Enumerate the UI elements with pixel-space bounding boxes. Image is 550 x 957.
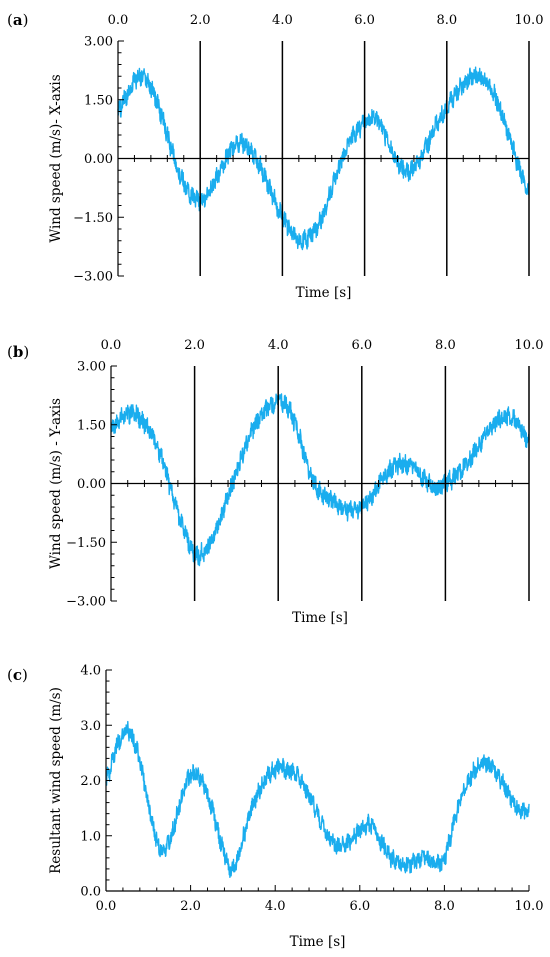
x-tick-label: 0.0 xyxy=(108,13,129,28)
y-tick-label: 4.0 xyxy=(80,664,101,679)
y-tick-label: −1.50 xyxy=(66,536,106,551)
x-tick-label: 4.0 xyxy=(272,13,293,28)
x-tick-label: 6.0 xyxy=(351,338,372,353)
panel-label: (b) xyxy=(7,343,29,361)
y-tick-label: 1.0 xyxy=(80,829,101,844)
x-tick-label: 4.0 xyxy=(268,338,289,353)
x-tick-label: 10.0 xyxy=(515,338,544,353)
y-tick-label: 1.50 xyxy=(77,418,106,433)
panel-label: (c) xyxy=(7,666,28,684)
panel-label: (a) xyxy=(7,11,28,29)
y-tick-label: 0.00 xyxy=(84,152,113,167)
y-tick-label: 0.0 xyxy=(80,885,101,900)
y-axis-title: Resultant wind speed (m/s) xyxy=(48,687,64,874)
x-axis-title: Time [s] xyxy=(296,285,352,301)
x-tick-label: 6.0 xyxy=(354,13,375,28)
y-axis-title: Wind speed (m/s) - Y-axis xyxy=(48,398,64,569)
x-tick-label: 0.0 xyxy=(96,899,117,914)
y-tick-label: 3.0 xyxy=(80,719,101,734)
y-axis-title: Wind speed (m/s)- X-axis xyxy=(48,74,64,242)
x-tick-label: 10.0 xyxy=(515,13,544,28)
x-tick-label: 10.0 xyxy=(515,899,544,914)
y-tick-label: 0.00 xyxy=(77,477,106,492)
series-line xyxy=(117,66,530,251)
x-tick-label: 4.0 xyxy=(265,899,286,914)
y-tick-label: −3.00 xyxy=(73,270,113,285)
y-tick-label: 2.0 xyxy=(80,774,101,789)
x-tick-label: 8.0 xyxy=(434,899,455,914)
y-tick-label: 3.00 xyxy=(84,35,113,50)
x-tick-label: 2.0 xyxy=(190,13,211,28)
y-tick-label: −1.50 xyxy=(73,211,113,226)
x-tick-label: 0.0 xyxy=(101,338,122,353)
x-tick-label: 2.0 xyxy=(180,899,201,914)
x-tick-label: 2.0 xyxy=(184,338,205,353)
panel-a-x-axis-wind-chart: (a) 3.00 1.50 0.00 −1.50 −3.00 0.0 2.0 4.0 6.0 8.0… xyxy=(7,11,543,301)
y-tick-label: 1.50 xyxy=(84,93,113,108)
x-tick-label: 6.0 xyxy=(349,899,370,914)
x-axis-title: Time [s] xyxy=(292,610,348,626)
series-line xyxy=(110,393,530,567)
series-line xyxy=(105,720,530,878)
y-tick-label: −3.00 xyxy=(66,595,106,610)
x-tick-label: 8.0 xyxy=(436,13,457,28)
y-tick-label: 3.00 xyxy=(77,360,106,375)
panel-c-resultant-wind-chart: (c) 4.0 3.0 2.0 1.0 0.00.0 2.0 4.0 6.0 8.0 10.0 Tim… xyxy=(7,664,543,951)
x-tick-label: 8.0 xyxy=(435,338,456,353)
x-axis-title: Time [s] xyxy=(290,934,346,950)
panel-b-y-axis-wind-chart: (b) 3.00 1.50 0.00 −1.50 −3.00 0.0 2.0 4.0 6.0 8.0… xyxy=(7,338,543,626)
